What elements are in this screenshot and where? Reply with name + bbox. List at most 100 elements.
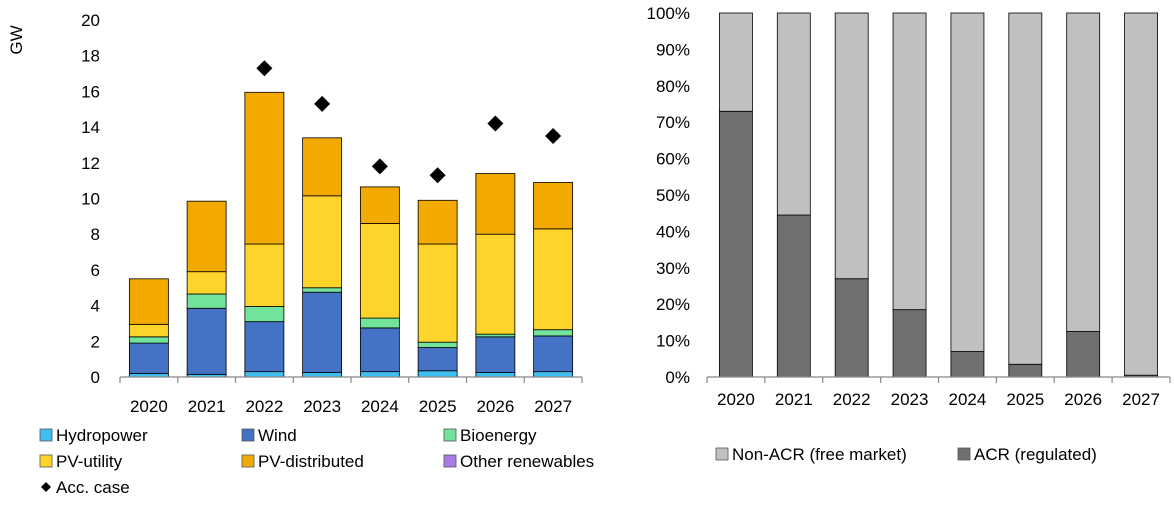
- bar-segment-hydropower-2025: [417, 370, 458, 378]
- left-x-axis: [119, 376, 583, 383]
- bar-segment-non-acr-free-market-2024: [950, 12, 985, 352]
- right-chart-share: 0%10%20%30%40%50%60%70%80%90%100% 2020 20…: [647, 4, 1171, 464]
- acc-case-marker-2022: [256, 60, 273, 77]
- right-y-tick-label: 100%: [647, 4, 690, 23]
- left-x-tick-labels: 2020 2021 2022 2023 2024 2025 2026 2027: [130, 397, 572, 416]
- left-y-tick-label: 0: [91, 368, 100, 387]
- legend-swatch-bioenergy: [443, 428, 457, 442]
- bar-segment-non-acr-free-market-2027: [1124, 12, 1158, 376]
- left-y-tick-label: 20: [81, 11, 100, 30]
- bar-segment-pv-distributed-2022: [244, 91, 285, 245]
- left-y-tick-labels: 0 2 4 6 8 10 12 14 16 18 20: [81, 11, 100, 387]
- bar-segment-pv-distributed-2024: [359, 186, 400, 224]
- right-x-tick-label: 2020: [717, 390, 755, 409]
- right-legend: Non-ACR (free market) ACR (regulated): [715, 445, 1097, 464]
- bar-segment-pv-utility-2021: [186, 271, 227, 295]
- bar-segment-bioenergy-2025: [417, 341, 458, 348]
- bar-segment-pv-utility-2027: [533, 228, 574, 331]
- bar-segment-pv-utility-2026: [475, 233, 516, 335]
- right-x-tick-label: 2024: [949, 390, 987, 409]
- left-acc-case-markers: [256, 60, 562, 184]
- bar-segment-pv-utility-2025: [417, 243, 458, 343]
- bar-segment-bioenergy-2022: [244, 306, 285, 323]
- acc-case-marker-2025: [429, 167, 446, 184]
- left-x-tick-label: 2025: [419, 397, 457, 416]
- bar-segment-non-acr-free-market-2021: [776, 12, 811, 216]
- bar-segment-acr-regulated-2025: [1008, 363, 1043, 378]
- right-x-tick-label: 2027: [1122, 390, 1160, 409]
- acc-case-marker-2026: [487, 115, 504, 132]
- bar-segment-bioenergy-2020: [128, 336, 169, 344]
- bar-segment-non-acr-free-market-2023: [892, 12, 927, 311]
- right-y-tick-label: 10%: [656, 332, 690, 351]
- left-x-tick-label: 2027: [534, 397, 572, 416]
- bar-segment-pv-distributed-2020: [128, 278, 169, 325]
- legend-swatch-acr-regulated: [957, 447, 971, 461]
- bar-segment-acr-regulated-2024: [950, 351, 985, 378]
- left-y-axis-label: GW: [7, 25, 26, 54]
- bar-segment-pv-distributed-2026: [475, 173, 516, 235]
- bar-segment-pv-distributed-2023: [302, 137, 343, 197]
- bar-segment-bioenergy-2021: [186, 293, 227, 309]
- right-x-axis: [706, 376, 1171, 383]
- right-y-tick-label: 50%: [656, 186, 690, 205]
- left-legend: Hydropower Wind Bioenergy PV-utility PV-dist…: [39, 426, 594, 497]
- bar-segment-acr-regulated-2021: [776, 214, 811, 378]
- legend-label-pv-utility: PV-utility: [56, 452, 123, 471]
- bar-segment-pv-utility-2020: [128, 323, 169, 338]
- bar-segment-pv-distributed-2027: [533, 182, 574, 230]
- legend-label-acc-case: Acc. case: [56, 478, 130, 497]
- right-y-tick-label: 80%: [656, 77, 690, 96]
- left-y-tick-label: 14: [81, 118, 100, 137]
- right-y-tick-label: 60%: [656, 150, 690, 169]
- acc-case-marker-2027: [545, 128, 562, 145]
- bar-segment-hydropower-2022: [244, 371, 285, 378]
- bar-segment-pv-utility-2023: [302, 195, 343, 289]
- bar-segment-acr-regulated-2026: [1066, 331, 1101, 378]
- left-x-tick-label: 2024: [361, 397, 399, 416]
- left-y-tick-label: 18: [81, 47, 100, 66]
- bar-segment-pv-utility-2024: [359, 223, 400, 319]
- bar-segment-non-acr-free-market-2022: [834, 12, 869, 280]
- bar-segment-acr-regulated-2022: [834, 278, 869, 378]
- bar-segment-bioenergy-2024: [359, 317, 400, 329]
- right-x-tick-label: 2026: [1064, 390, 1102, 409]
- bar-segment-non-acr-free-market-2025: [1008, 12, 1043, 365]
- left-y-tick-label: 4: [91, 297, 100, 316]
- legend-label-hydropower: Hydropower: [56, 426, 148, 445]
- legend-swatch-pv-utility: [39, 454, 53, 468]
- bar-segment-wind-2027: [533, 335, 574, 373]
- right-x-tick-label: 2025: [1006, 390, 1044, 409]
- bar-segment-non-acr-free-market-2020: [719, 12, 753, 112]
- legend-swatch-pv-distributed: [241, 454, 255, 468]
- acc-case-marker-2023: [314, 95, 331, 112]
- bar-segment-acr-regulated-2023: [892, 309, 927, 378]
- left-y-tick-label: 12: [81, 154, 100, 173]
- bar-segment-pv-distributed-2021: [186, 200, 227, 273]
- bar-segment-pv-utility-2022: [244, 243, 285, 307]
- legend-label-pv-distributed: PV-distributed: [258, 452, 364, 471]
- left-y-tick-label: 6: [91, 261, 100, 280]
- right-x-tick-labels: 2020 2021 2022 2023 2024 2025 2026 2027: [717, 390, 1160, 409]
- left-bars: [128, 91, 574, 378]
- bar-segment-hydropower-2027: [533, 371, 574, 378]
- right-y-tick-label: 0%: [665, 368, 690, 387]
- legend-label-non-acr-free-market: Non-ACR (free market): [732, 445, 907, 464]
- legend-swatch-wind: [241, 428, 255, 442]
- right-y-tick-label: 70%: [656, 113, 690, 132]
- left-y-tick-label: 10: [81, 190, 100, 209]
- right-x-tick-label: 2022: [833, 390, 871, 409]
- legend-swatch-acc-case: [41, 482, 51, 492]
- bar-segment-hydropower-2024: [359, 371, 400, 378]
- left-y-tick-label: 16: [81, 82, 100, 101]
- legend-swatch-hydropower: [39, 428, 53, 442]
- bar-segment-acr-regulated-2020: [719, 110, 753, 378]
- legend-swatch-other-renewables: [443, 454, 457, 468]
- right-x-tick-label: 2023: [891, 390, 929, 409]
- bar-segment-wind-2020: [128, 342, 169, 374]
- right-y-tick-label: 90%: [656, 40, 690, 59]
- bar-segment-wind-2021: [186, 307, 227, 375]
- acc-case-marker-2024: [371, 158, 388, 175]
